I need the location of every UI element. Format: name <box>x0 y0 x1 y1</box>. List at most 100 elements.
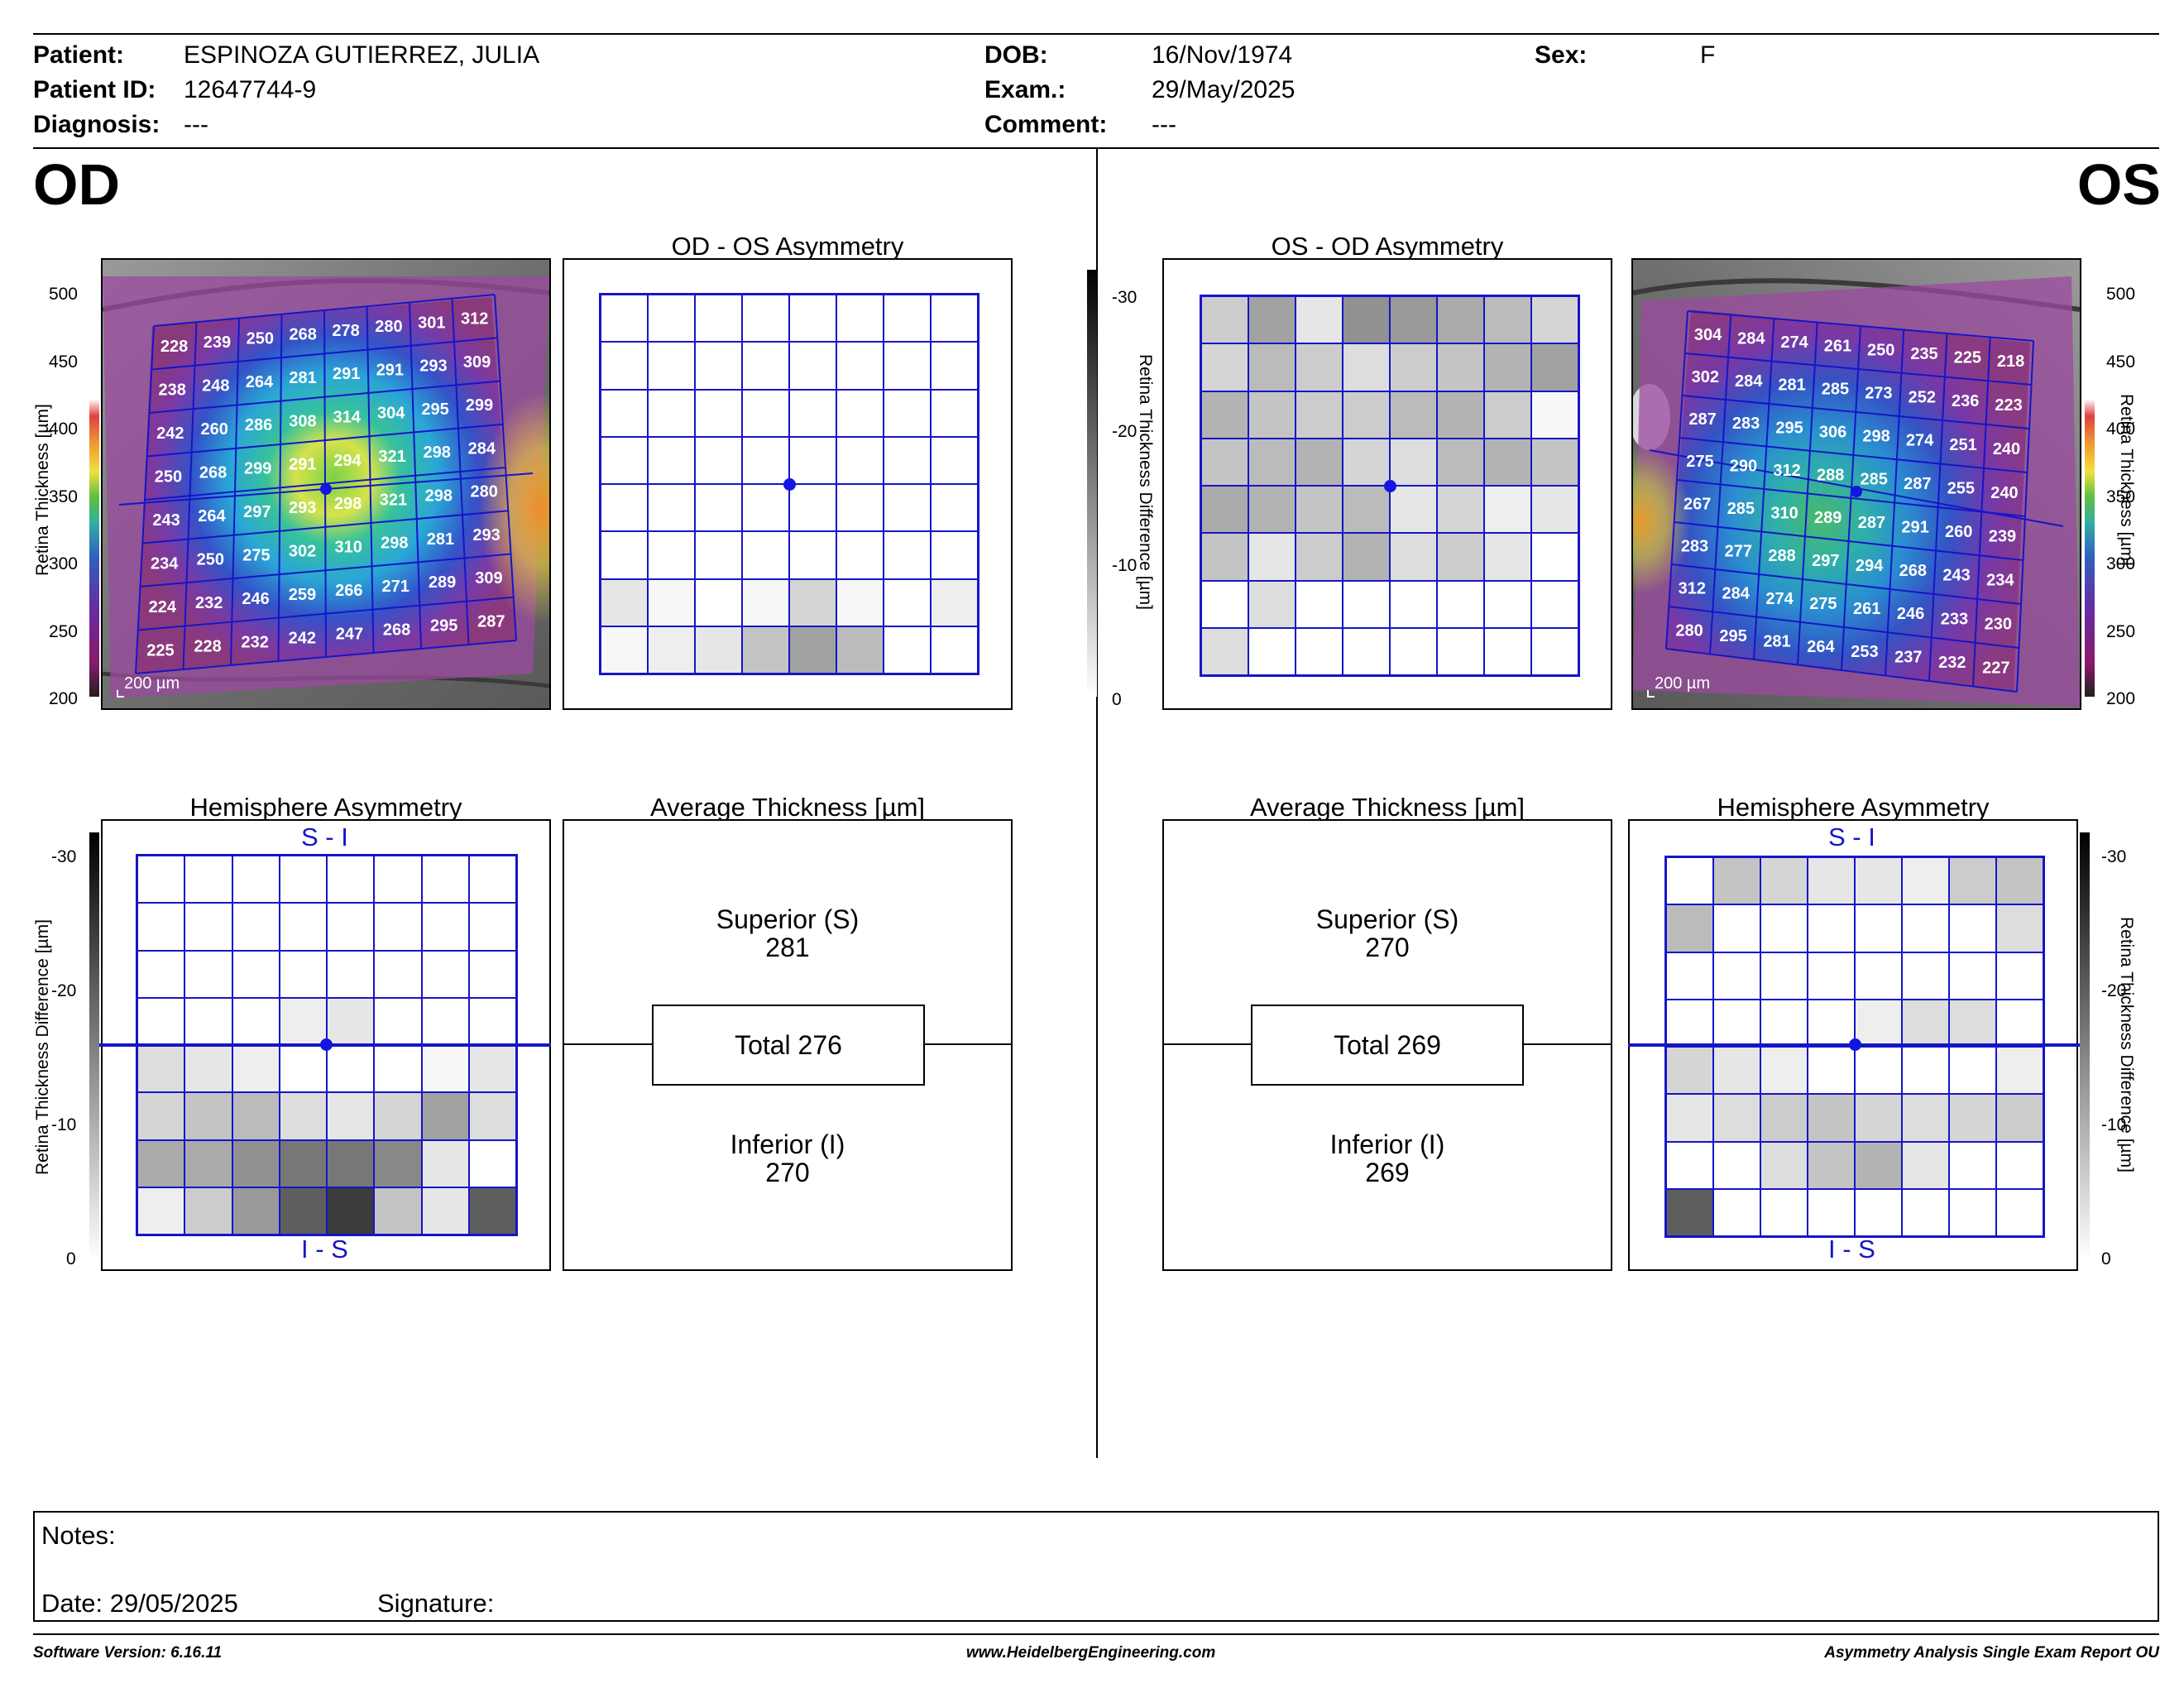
os-asym-cell <box>1248 627 1296 675</box>
os-hemi-cell <box>1949 999 1996 1047</box>
os-thickness-value: 306 <box>1819 423 1846 441</box>
os-thickness-value: 261 <box>1853 600 1880 618</box>
od-avg-title: Average Thickness [µm] <box>649 793 926 822</box>
os-thickness-value: 274 <box>1765 590 1794 608</box>
footer-website[interactable]: www.HeidelbergEngineering.com <box>966 1644 1216 1662</box>
os-thickness-value: 285 <box>1822 381 1849 399</box>
od-hemi-cell <box>421 950 469 998</box>
od-hemi-cell <box>421 1045 469 1093</box>
od-thickness-value: 293 <box>289 499 316 517</box>
os-hemi-cell <box>1760 1188 1808 1236</box>
od-asym-cell <box>648 389 695 437</box>
os-asym-cell <box>1248 296 1296 344</box>
od-hemi-cell <box>232 1187 280 1235</box>
os-hemi-cell <box>1666 1188 1713 1236</box>
od-thickness-value: 291 <box>289 456 316 474</box>
od-hemi-cell <box>279 1092 327 1140</box>
os-asym-cell <box>1484 486 1531 534</box>
os-thickness-value: 288 <box>1817 466 1844 484</box>
od-thickness-value: 291 <box>333 365 360 383</box>
patient-label: Patient: <box>33 41 125 69</box>
os-thickness-value: 295 <box>1775 419 1803 437</box>
os-thickness-value: 218 <box>1997 352 2024 371</box>
os-hemi-cell <box>1902 999 1949 1047</box>
od-hemi-cell <box>468 950 516 998</box>
os-hemi-cell <box>1808 1141 1855 1189</box>
os-hemi-cell <box>1808 1047 1855 1095</box>
od-hemi-cell <box>184 1092 232 1140</box>
os-asym-cell <box>1531 627 1578 675</box>
os-asym-cell <box>1390 580 1437 628</box>
os-fundus-thickness-map: 304 284 274 261 250 235 225 218 302 284 281 285 273 2… <box>1631 258 2081 710</box>
os-thickness-value: 287 <box>1858 514 1885 532</box>
od-asym-cell <box>789 342 836 390</box>
od-asym-cell <box>648 436 695 484</box>
od-thickness-value: 248 <box>202 377 229 396</box>
os-asym-cell <box>1437 533 1484 581</box>
os-hemi-grid <box>1664 856 2045 1238</box>
od-hemi-cell <box>327 1092 375 1140</box>
os-hemi-cell <box>1760 952 1808 1000</box>
os-thickness-value: 285 <box>1861 471 1888 489</box>
od-thick-ticks-label: 400 <box>48 420 78 439</box>
os-thick-ticks-label: 500 <box>2106 285 2136 304</box>
os-eye-label: OS <box>2076 152 2161 217</box>
os-thickness-colorbar <box>2085 271 2095 697</box>
od-thickness-value: 224 <box>149 598 177 616</box>
od-hemi-axis-label: Retina Thickness Difference [µm] <box>33 919 52 1175</box>
os-asym-cell <box>1437 343 1484 391</box>
notes-box[interactable]: Notes: Date: 29/05/2025 Signature: <box>33 1511 2159 1622</box>
od-thickness-value: 295 <box>421 400 448 419</box>
od-thickness-value: 268 <box>199 463 227 482</box>
sex-label: Sex: <box>1535 41 1588 69</box>
od-hemi-cell <box>279 903 327 951</box>
od-thickness-value: 259 <box>289 586 316 604</box>
os-hemi-diff-colorbar <box>2080 832 2090 1259</box>
od-hemi-cell <box>184 1139 232 1187</box>
os-hemi-cell <box>1760 1141 1808 1189</box>
od-hemi-cell <box>137 950 185 998</box>
od-asym-cell <box>695 626 742 674</box>
os-asym-cell <box>1201 627 1248 675</box>
os-asym-cell <box>1201 391 1248 439</box>
od-asym-cell <box>789 389 836 437</box>
od-thickness-value: 297 <box>243 503 271 521</box>
os-asym-cell <box>1248 533 1296 581</box>
comment-label: Comment: <box>984 111 1108 138</box>
od-asym-cell <box>601 436 648 484</box>
os-hemi-cell <box>1808 904 1855 952</box>
asym-diff-axis-label: Retina Thickness Difference [µm] <box>1136 354 1155 610</box>
od-thickness-value: 304 <box>377 405 405 423</box>
od-thickness-value: 298 <box>425 487 453 505</box>
od-asym-cell <box>742 436 789 484</box>
header-top-rule <box>33 33 2159 35</box>
od-thickness-value: 250 <box>155 468 182 486</box>
os-hemi-cell <box>1949 1188 1996 1236</box>
od-asym-cell <box>836 626 884 674</box>
od-thickness-value: 264 <box>246 373 274 391</box>
os-asym-cell <box>1201 296 1248 344</box>
od-thickness-value: 242 <box>156 424 184 443</box>
os-hemi-cell <box>1855 1047 1902 1095</box>
os-thickness-axis-label: Retina Thickness [µm] <box>2117 394 2136 566</box>
od-asym-cell <box>836 295 884 343</box>
os-thickness-value: 312 <box>1773 462 1800 480</box>
os-asym-cell <box>1437 438 1484 486</box>
os-hemi-tick-minus10: -10 <box>2101 1115 2127 1134</box>
os-thickness-value: 253 <box>1851 643 1878 661</box>
os-asym-cell <box>1296 343 1343 391</box>
od-thickness-value: 268 <box>290 326 317 344</box>
asym-diff-tick-minus20: -20 <box>1112 422 1138 441</box>
os-thickness-value: 240 <box>1990 484 2018 502</box>
os-superior-value: 270 <box>1365 933 1410 962</box>
od-hemi-cell <box>137 856 185 904</box>
os-hemi-tick-0: 0 <box>2101 1249 2111 1268</box>
os-thickness-value: 302 <box>1692 368 1719 386</box>
od-hemi-cell <box>137 1139 185 1187</box>
od-thickness-value: 286 <box>245 416 272 434</box>
signature-label: Signature: <box>377 1589 495 1618</box>
od-thickness-value: 298 <box>424 444 451 462</box>
od-asym-cell <box>742 531 789 579</box>
os-thickness-value: 235 <box>1910 345 1937 363</box>
od-asym-cell <box>931 295 978 343</box>
